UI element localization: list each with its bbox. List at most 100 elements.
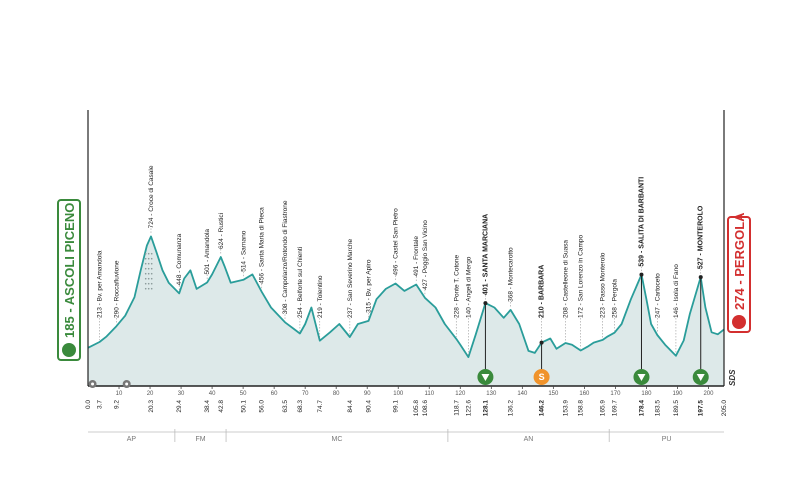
axis-tick-label: 80 [333,391,340,397]
region-label: MC [332,436,343,443]
start-altitude: 185 [62,316,77,338]
km-marker: 3.7 [97,400,104,409]
waypoint-label: 223 - Passo Monterolo [600,252,607,318]
start-label: 185 - ASCOLI PICENO [57,199,81,361]
axis-tick-label: 90 [364,391,371,397]
hatch-dot [147,252,150,255]
sprint-label: S [539,372,545,382]
km-marker: 29.4 [176,400,183,413]
axis-tick-label: 130 [486,391,497,397]
hatch-dot [147,262,150,265]
hatch-dot [150,287,153,290]
km-marker: 122.6 [465,400,472,417]
km-marker: 38.4 [204,400,211,413]
waypoint-label: 258 - Pergola [612,279,619,318]
waypoint-label: 208 - Castelleone di Suasa [563,240,570,318]
waypoint-label: 491 - Frontale [413,236,420,277]
profile-line [87,235,725,358]
axis-tick-label: 60 [271,391,278,397]
feed-zone-dot [125,382,129,386]
hatch-dot [147,277,150,280]
hatch-dot [150,252,153,255]
km-marker: 136.2 [508,400,515,417]
hatch-dot [144,257,147,260]
axis-tick-label: 150 [548,391,559,397]
feed-zone-dot [91,382,95,386]
axis-tick-label: 20 [147,391,154,397]
km-marker: 105.8 [413,400,420,417]
km-marker: 84.4 [347,400,354,413]
km-marker: 169.7 [612,400,619,417]
waypoint-label: 290 - Roccafluvione [114,260,121,318]
km-marker: 50.1 [240,400,247,413]
x-axis: 10 20 30 40 50 60 70 80 90 100 110 120 130 140 150 160 1… [85,110,728,416]
axis-tick-label: 100 [393,391,404,397]
waypoint-labels: 213 - Bv. per Amandola 290 - Roccafluvion… [97,165,705,318]
hatch-dot [144,267,147,270]
hatch-dot [144,272,147,275]
finish-label: 274 - PERGOLA [727,212,751,333]
waypoint-label: 368 - Montecarotto [508,247,515,302]
hatch-dot [147,282,150,285]
hatch-dot [150,257,153,260]
region-label: AN [524,436,534,443]
finish-name: PERGOLA [732,212,747,277]
waypoint-label: 624 - Rustici [218,213,225,249]
axis-tick-label: 180 [641,391,652,397]
waypoint-label: 254 - Belforte sul Chienti [297,247,304,318]
waypoint-label: 514 - Sarnano [240,230,247,272]
km-marker: 68.3 [297,400,304,413]
hatch-dot [144,287,147,290]
km-marker: 118.7 [453,400,460,416]
svg-text:274 - PERGOLA: 274 - PERGOLA [732,212,747,310]
profile-area [87,235,725,386]
axis-tick-label: 140 [517,391,528,397]
waypoint-label: 315 - Bv. per Apiro [366,259,373,313]
km-marker: 205.0 [721,400,728,417]
finish-label-frame [727,216,751,333]
region-label: PU [662,436,672,443]
waypoint-label: 210 - BARBARA [539,265,546,318]
axis-tick-label: 190 [672,391,683,397]
km-marker: 9.2 [114,400,121,409]
km-marker: 178.4 [639,400,646,417]
axis-tick-label: 160 [579,391,590,397]
waypoint-label: 539 - SALITA DI BARBANTI [639,177,646,267]
hatch-dot [150,262,153,265]
axis-tick-label: 120 [455,391,466,397]
waypoint-label: 237 - San Severino Marche [347,238,354,318]
marker-dot [698,275,703,280]
axis-tick-label: 70 [302,391,309,397]
axis-tick-label: 170 [610,391,621,397]
km-marker: 99.1 [393,400,400,413]
hatch-dot [144,252,147,255]
axis-tick-label: 10 [116,391,123,397]
km-marker: 153.9 [563,400,570,417]
waypoint-label: 501 - Amandola [204,229,211,275]
axis-tick-label: 50 [240,391,247,397]
marker-dot [483,301,488,306]
km-marker: 42.8 [218,400,225,413]
waypoint-label: 401 - SANTA MARCIANA [482,214,489,295]
axis-tick-label: 40 [209,391,216,397]
hatch-dot [147,267,150,270]
waypoint-label: 140 - Angeli di Mergo [465,256,472,318]
marker-dot [639,272,644,277]
km-marker: 189.5 [673,400,680,417]
km-marker: 20.3 [148,400,155,413]
hatch-dot [150,272,153,275]
svg-text:185 - ASCOLI PICENO: 185 - ASCOLI PICENO [62,203,77,338]
axis-tick-label: 30 [178,391,185,397]
region-label: FM [195,436,205,443]
waypoint-label: 247 - Cartoceto [654,273,661,318]
waypoint-label: 527 - MONTEROLO [698,205,705,269]
hatch-dot [147,272,150,275]
waypoint-label: 213 - Bv. per Amandola [97,250,104,318]
waypoint-label: 172 - San Lorenzo in Campo [578,235,585,318]
km-marker: 108.6 [422,400,429,417]
hatch-dot [144,277,147,280]
axis-tick-label: 200 [703,391,714,397]
climb-markers: S [88,272,709,388]
km-marker: 74.7 [317,400,324,413]
region-label: AP [127,436,137,443]
